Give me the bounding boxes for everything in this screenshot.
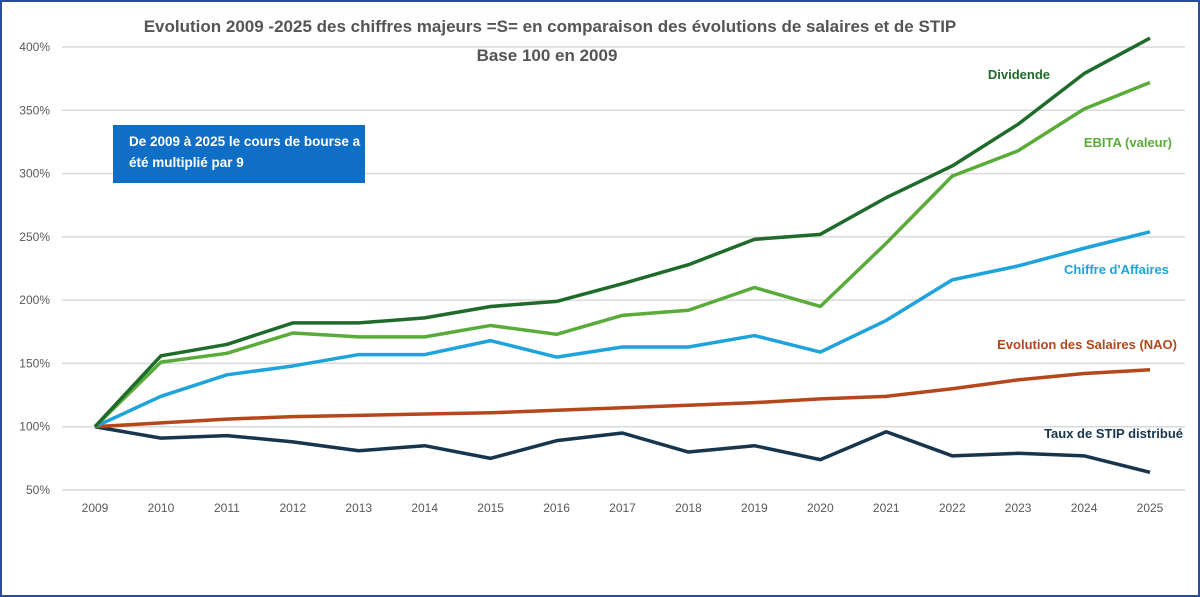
y-tick-label: 50% bbox=[26, 483, 50, 497]
x-tick-label: 2016 bbox=[543, 501, 570, 515]
x-tick-label: 2013 bbox=[345, 501, 372, 515]
y-tick-label: 400% bbox=[19, 40, 50, 54]
x-tick-label: 2019 bbox=[741, 501, 768, 515]
y-tick-label: 150% bbox=[19, 356, 50, 370]
x-tick-label: 2015 bbox=[477, 501, 504, 515]
x-tick-label: 2010 bbox=[148, 501, 175, 515]
y-tick-label: 200% bbox=[19, 293, 50, 307]
x-tick-label: 2011 bbox=[214, 501, 240, 515]
x-tick-label: 2009 bbox=[82, 501, 109, 515]
y-tick-label: 100% bbox=[19, 420, 50, 434]
y-tick-label: 250% bbox=[19, 230, 50, 244]
x-tick-label: 2022 bbox=[939, 501, 966, 515]
series-line bbox=[94, 230, 1151, 429]
x-tick-label: 2012 bbox=[279, 501, 306, 515]
x-tick-label: 2024 bbox=[1071, 501, 1098, 515]
x-tick-label: 2025 bbox=[1137, 501, 1164, 515]
x-tick-label: 2018 bbox=[675, 501, 702, 515]
x-tick-label: 2021 bbox=[873, 501, 900, 515]
series-line bbox=[94, 368, 1151, 429]
series-label: Chiffre d'Affaires bbox=[1064, 262, 1169, 277]
annotation-callout: De 2009 à 2025 le cours de bourse a été … bbox=[113, 125, 365, 183]
x-tick-label: 2020 bbox=[807, 501, 834, 515]
series-line bbox=[93, 80, 1151, 428]
y-tick-label: 300% bbox=[19, 167, 50, 181]
chart-title: Evolution 2009 -2025 des chiffres majeur… bbox=[143, 17, 957, 36]
series-label: Evolution des Salaires (NAO) bbox=[997, 337, 1177, 352]
y-tick-label: 350% bbox=[19, 103, 50, 117]
series-label: Dividende bbox=[988, 67, 1050, 82]
series-line bbox=[94, 424, 1151, 474]
x-tick-label: 2017 bbox=[609, 501, 636, 515]
series-line bbox=[93, 36, 1151, 428]
x-tick-label: 2014 bbox=[411, 501, 438, 515]
series-label: Taux de STIP distribué bbox=[1044, 426, 1183, 441]
series-label: EBITA (valeur) bbox=[1084, 135, 1172, 150]
x-tick-label: 2023 bbox=[1005, 501, 1032, 515]
chart-subtitle: Base 100 en 2009 bbox=[476, 46, 618, 65]
